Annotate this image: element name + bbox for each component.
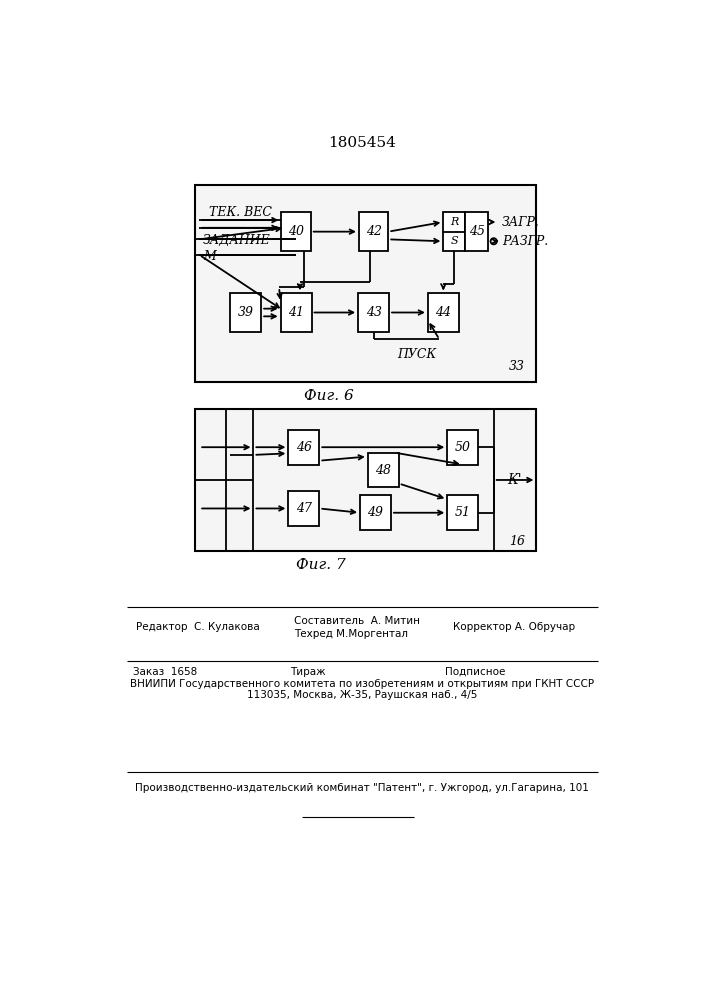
Text: Фиг. 6: Фиг. 6	[304, 389, 354, 403]
Text: 49: 49	[368, 506, 383, 519]
Text: Производственно-издательский комбинат "Патент", г. Ужгород, ул.Гагарина, 101: Производственно-издательский комбинат "П…	[135, 783, 589, 793]
Text: 47: 47	[296, 502, 312, 515]
Text: РАЗГР.: РАЗГР.	[502, 235, 549, 248]
Text: М: М	[203, 250, 216, 263]
Text: 43: 43	[366, 306, 382, 319]
Text: 33: 33	[509, 360, 525, 373]
Text: 16: 16	[509, 535, 525, 548]
Bar	[368, 453, 399, 487]
Text: Фиг. 7: Фиг. 7	[296, 558, 346, 572]
Text: Подписное: Подписное	[445, 667, 506, 677]
Text: ВНИИПИ Государственного комитета по изобретениям и открытиям при ГКНТ СССР: ВНИИПИ Государственного комитета по изоб…	[130, 679, 594, 689]
Text: 48: 48	[375, 464, 391, 477]
Text: Техред М.Моргентал: Техред М.Моргентал	[293, 629, 408, 639]
Text: Тираж: Тираж	[290, 667, 325, 677]
Bar	[288, 430, 320, 465]
Bar	[448, 495, 478, 530]
Bar	[465, 212, 489, 251]
Text: ЗАГР.: ЗАГР.	[502, 216, 540, 229]
Text: 42: 42	[366, 225, 382, 238]
Text: 41: 41	[288, 306, 304, 319]
Text: 44: 44	[436, 306, 451, 319]
Text: К': К'	[508, 473, 522, 487]
Text: ЗАДАНИЕ: ЗАДАНИЕ	[203, 234, 271, 247]
Bar	[443, 212, 465, 251]
Text: Составитель  А. Митин: Составитель А. Митин	[293, 615, 420, 626]
Bar	[428, 293, 459, 332]
Text: 45: 45	[469, 225, 485, 238]
Text: R: R	[450, 217, 458, 227]
Bar	[281, 212, 311, 251]
Bar	[230, 293, 261, 332]
Bar	[359, 212, 388, 251]
Text: 50: 50	[455, 441, 471, 454]
Bar	[358, 293, 389, 332]
Bar	[360, 495, 391, 530]
Text: Корректор А. Обручар: Корректор А. Обручар	[452, 622, 575, 632]
Text: 113035, Москва, Ж-35, Раушская наб., 4/5: 113035, Москва, Ж-35, Раушская наб., 4/5	[247, 690, 477, 700]
Bar	[195, 185, 537, 382]
Bar	[195, 409, 537, 551]
Bar	[281, 293, 312, 332]
Text: ТЕК. ВЕС: ТЕК. ВЕС	[209, 206, 272, 219]
Bar	[448, 430, 478, 465]
Text: Редактор  С. Кулакова: Редактор С. Кулакова	[136, 622, 260, 632]
Text: Заказ  1658: Заказ 1658	[134, 667, 197, 677]
Text: 1805454: 1805454	[328, 136, 396, 150]
Bar	[288, 491, 320, 526]
Text: 51: 51	[455, 506, 471, 519]
Text: 39: 39	[238, 306, 254, 319]
Text: 40: 40	[288, 225, 304, 238]
Text: S: S	[450, 236, 458, 246]
Text: 46: 46	[296, 441, 312, 454]
Text: ПУСК: ПУСК	[397, 348, 436, 361]
